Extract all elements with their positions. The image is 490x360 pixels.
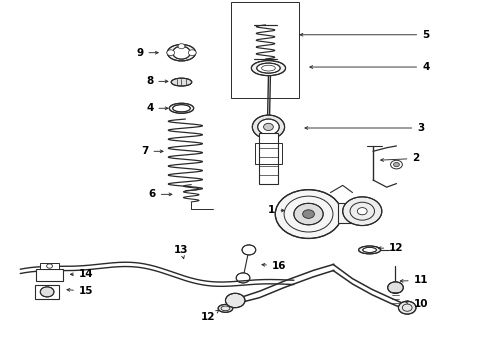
Circle shape — [172, 46, 190, 59]
Text: 5: 5 — [300, 30, 429, 40]
Text: 1: 1 — [268, 206, 284, 216]
Text: 16: 16 — [262, 261, 287, 271]
Circle shape — [388, 282, 403, 293]
Bar — [338, 203, 369, 223]
Ellipse shape — [251, 60, 286, 76]
Text: 11: 11 — [400, 275, 428, 285]
Circle shape — [398, 301, 416, 314]
Text: 6: 6 — [148, 189, 172, 199]
Text: 4: 4 — [310, 62, 429, 72]
Circle shape — [188, 50, 196, 55]
Text: 12: 12 — [378, 243, 404, 253]
Bar — [40, 263, 59, 269]
Text: 4: 4 — [146, 103, 168, 113]
Circle shape — [167, 50, 174, 55]
Ellipse shape — [169, 103, 194, 113]
Text: 12: 12 — [201, 310, 219, 322]
Circle shape — [393, 162, 399, 167]
Ellipse shape — [257, 63, 280, 73]
Circle shape — [47, 264, 52, 268]
Ellipse shape — [218, 305, 233, 312]
Text: 14: 14 — [71, 269, 94, 279]
Circle shape — [178, 44, 185, 49]
Bar — [259, 134, 278, 184]
Ellipse shape — [359, 246, 381, 254]
Circle shape — [275, 190, 342, 238]
Text: 9: 9 — [136, 48, 158, 58]
Circle shape — [225, 293, 245, 308]
Bar — [36, 269, 63, 282]
Bar — [255, 143, 282, 164]
Circle shape — [391, 160, 402, 169]
Circle shape — [258, 119, 279, 135]
Text: 8: 8 — [146, 76, 168, 86]
Ellipse shape — [363, 247, 376, 252]
Bar — [35, 285, 59, 299]
Circle shape — [343, 197, 382, 226]
Circle shape — [242, 245, 256, 255]
Circle shape — [40, 287, 54, 297]
Circle shape — [236, 273, 250, 283]
Text: 3: 3 — [305, 123, 424, 133]
Circle shape — [294, 203, 323, 225]
Circle shape — [252, 115, 285, 139]
Text: 10: 10 — [405, 299, 428, 309]
Text: 7: 7 — [141, 146, 163, 156]
Circle shape — [303, 210, 315, 219]
Circle shape — [264, 123, 273, 131]
Text: 2: 2 — [381, 153, 419, 163]
Ellipse shape — [172, 105, 190, 112]
Ellipse shape — [167, 44, 196, 61]
Text: 15: 15 — [67, 286, 94, 296]
Text: 13: 13 — [174, 245, 189, 258]
Bar — [231, 3, 299, 98]
Ellipse shape — [171, 78, 192, 86]
Circle shape — [357, 208, 367, 215]
